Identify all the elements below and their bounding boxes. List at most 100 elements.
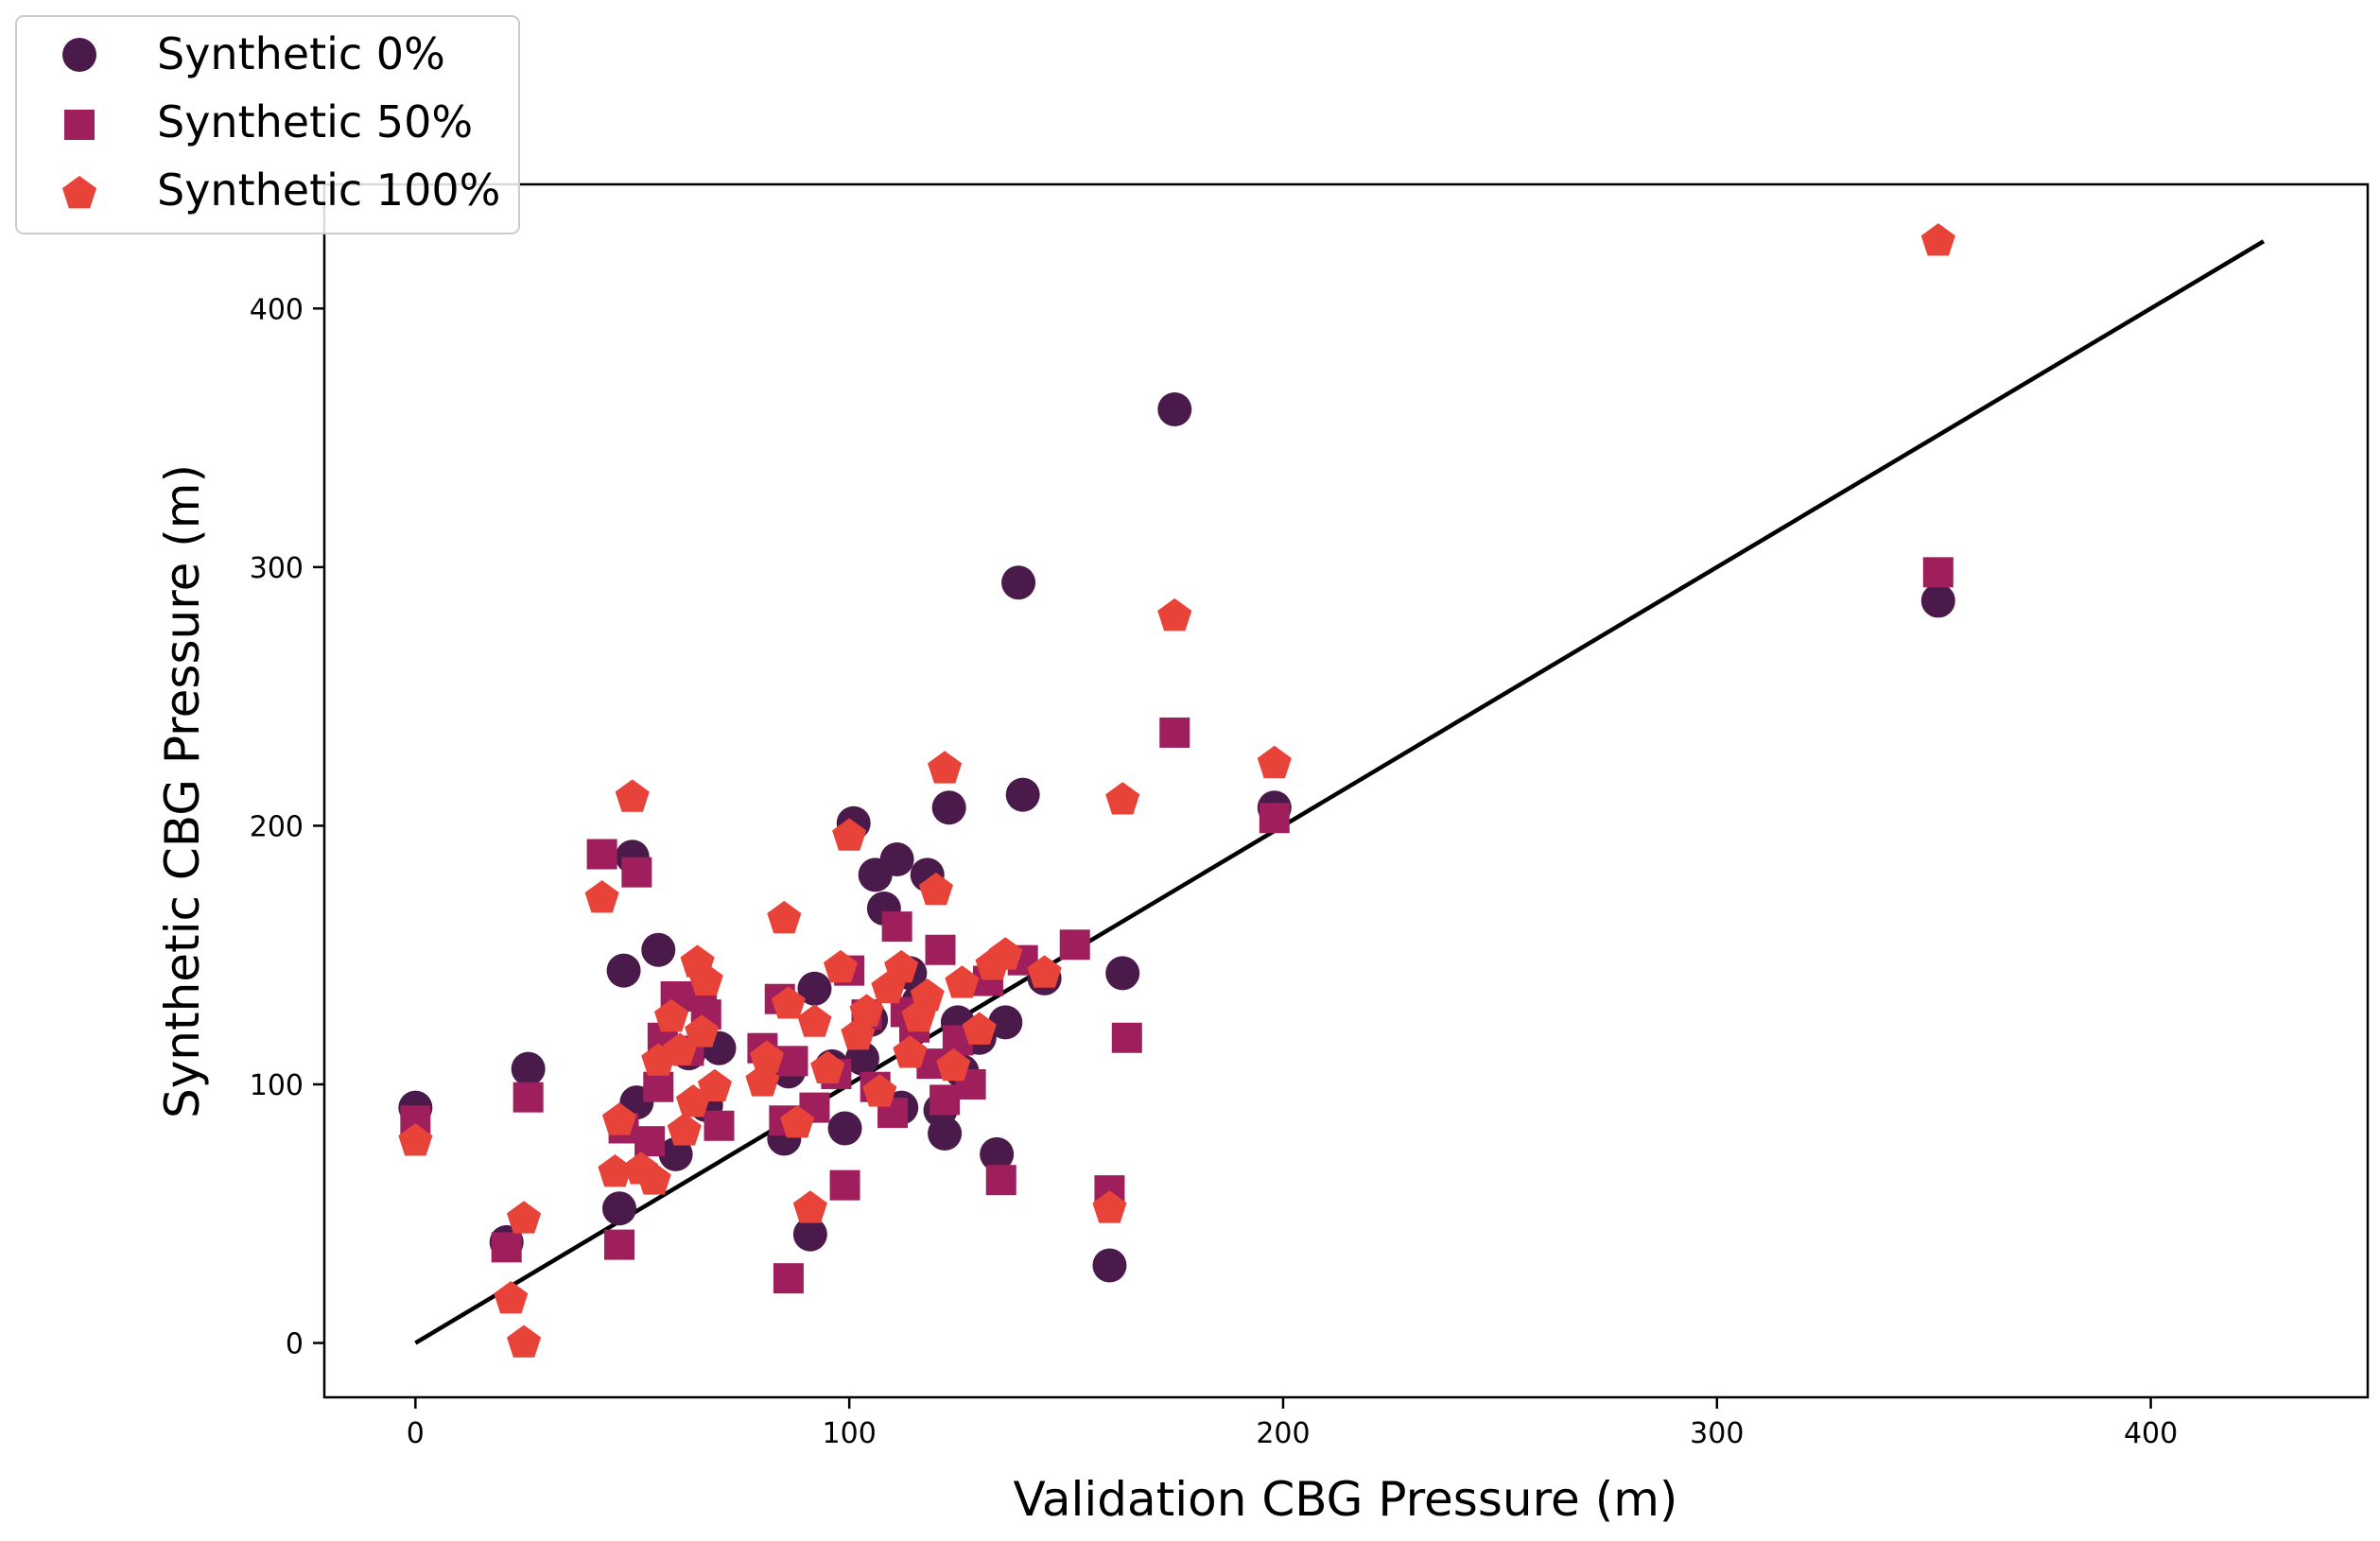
data-point-series-2 (615, 779, 650, 812)
data-point-series-2 (1092, 1190, 1127, 1223)
legend-marker-square (64, 110, 95, 140)
x-tick-label: 200 (1256, 1417, 1310, 1450)
data-point-series-2 (884, 949, 919, 983)
data-point-series-2 (685, 1014, 720, 1048)
data-point-series-1 (512, 1082, 544, 1113)
data-point-series-2 (1105, 782, 1140, 815)
data-point-series-1 (1059, 929, 1090, 961)
data-point-series-2 (928, 751, 963, 784)
data-point-series-0 (931, 790, 966, 825)
data-point-series-1 (1259, 803, 1290, 834)
reference-line (414, 239, 2266, 1345)
data-point-series-1 (881, 911, 912, 943)
data-point-series-1 (1159, 717, 1190, 748)
data-point-series-2 (945, 965, 980, 998)
data-point-series-2 (688, 962, 723, 996)
data-point-series-2 (749, 1040, 785, 1074)
data-point-series-1 (1922, 557, 1954, 588)
x-tick-label: 0 (407, 1417, 425, 1450)
data-point-series-2 (767, 900, 802, 934)
data-point-series-2 (697, 1068, 732, 1102)
data-point-series-0 (1001, 565, 1036, 600)
data-point-series-0 (844, 1041, 879, 1076)
data-point-series-2 (823, 949, 859, 983)
data-point-series-2 (862, 1074, 897, 1107)
data-point-series-1 (929, 1084, 961, 1116)
data-point-series-0 (1092, 1248, 1127, 1283)
data-point-series-0 (928, 1116, 963, 1151)
data-point-series-2 (918, 872, 953, 906)
y-tick-label: 100 (250, 1069, 304, 1102)
legend-box (15, 15, 520, 234)
data-point-series-2 (667, 1113, 702, 1146)
data-point-series-2 (598, 1154, 633, 1187)
y-tick-label: 0 (286, 1328, 304, 1361)
y-tick-label: 200 (250, 810, 304, 843)
data-point-series-0 (641, 932, 676, 967)
data-point-series-0 (658, 1136, 693, 1171)
data-point-series-2 (849, 994, 884, 1027)
data-point-series-1 (773, 1263, 804, 1294)
legend-marker-pentagon (61, 176, 97, 209)
data-point-series-1 (643, 1071, 674, 1102)
data-point-series-1 (925, 934, 956, 965)
data-point-series-0 (606, 953, 641, 988)
data-point-series-0 (797, 971, 832, 1006)
data-point-series-1 (491, 1232, 522, 1263)
data-point-series-2 (1257, 745, 1292, 779)
data-point-series-0 (827, 1111, 862, 1146)
data-point-series-2 (494, 1281, 529, 1314)
legend: Synthetic 0% Synthetic 50% Synthetic 100… (15, 15, 520, 234)
data-point-series-0 (1920, 583, 1955, 618)
data-point-series-2 (1157, 597, 1192, 632)
data-point-series-2 (1027, 955, 1062, 988)
data-point-series-0 (601, 1191, 636, 1226)
legend-label-synthetic-50: Synthetic 50% (157, 96, 473, 147)
data-point-series-0 (980, 1136, 1015, 1171)
x-axis-label: Validation CBG Pressure (m) (1014, 1472, 1678, 1527)
data-point-series-2 (636, 1162, 671, 1195)
data-point-series-0 (1157, 391, 1192, 426)
data-point-series-0 (792, 1217, 827, 1252)
data-point-series-2 (601, 1102, 637, 1135)
data-point-series-2 (962, 1012, 997, 1045)
data-point-series-2 (797, 1004, 832, 1037)
data-point-series-1 (704, 1110, 735, 1141)
x-tick-label: 100 (823, 1417, 877, 1450)
data-point-series-2 (584, 880, 619, 913)
data-point-series-2 (506, 1201, 542, 1234)
data-point-series-1 (1111, 1022, 1142, 1053)
data-point-series-0 (1105, 956, 1140, 991)
data-point-series-1 (603, 1229, 634, 1260)
legend-label-synthetic-100: Synthetic 100% (157, 164, 500, 216)
x-tick-label: 300 (1690, 1417, 1744, 1450)
data-point-series-1 (829, 1169, 860, 1201)
data-point-series-1 (634, 1126, 666, 1157)
data-point-series-0 (879, 841, 914, 876)
data-point-series-1 (777, 1046, 808, 1077)
data-point-series-2 (506, 1325, 542, 1358)
x-tick-label: 400 (2124, 1417, 2178, 1450)
data-point-series-2 (910, 978, 945, 1012)
data-point-series-2 (398, 1123, 433, 1156)
data-point-series-2 (832, 818, 867, 851)
data-point-series-2 (1920, 223, 1955, 256)
data-point-series-2 (663, 1032, 698, 1065)
y-tick-label: 300 (250, 552, 304, 585)
data-point-series-2 (810, 1050, 845, 1083)
legend-marker-circle (62, 38, 96, 72)
data-point-series-2 (653, 998, 689, 1032)
data-point-series-1 (621, 857, 652, 888)
data-point-series-2 (893, 1035, 928, 1068)
data-point-series-1 (985, 1165, 1016, 1196)
data-point-series-0 (1005, 777, 1040, 812)
data-point-series-0 (988, 1005, 1023, 1040)
data-point-series-1 (586, 839, 617, 870)
legend-label-synthetic-0: Synthetic 0% (157, 28, 445, 79)
y-tick-label: 400 (250, 293, 304, 326)
data-point-series-2 (988, 937, 1023, 970)
y-axis-label: Synthetic CBG Pressure (m) (155, 464, 210, 1118)
data-point-series-2 (936, 1048, 971, 1082)
data-point-series-2 (771, 986, 806, 1019)
